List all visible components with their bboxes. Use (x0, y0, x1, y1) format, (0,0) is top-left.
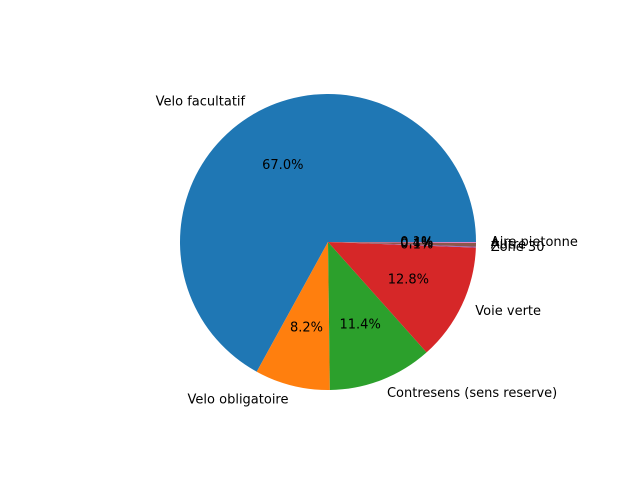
slice-label-autre: Autre (491, 238, 526, 253)
slices-group (180, 94, 477, 390)
pct-label-contresens-sens-reserve: 11.4% (340, 317, 381, 332)
slice-label-velo-facultatif: Velo facultatif (156, 94, 246, 109)
pie-slice-velo-facultatif (180, 94, 477, 372)
pct-label-zone-30: 0.1% (400, 238, 433, 253)
labels-group: Velo facultatif 67.0% Velo obligatoire 8.2%… (156, 94, 578, 407)
pct-label-voie-verte: 12.8% (388, 272, 429, 287)
slice-label-velo-obligatoire: Velo obligatoire (188, 392, 289, 407)
pie-slice-contresens-sens-reserve (328, 242, 427, 390)
pie-slice-velo-obligatoire (256, 242, 330, 390)
pct-label-velo-obligatoire: 8.2% (290, 321, 323, 336)
slice-label-zone-30: Zone 30 (491, 240, 545, 255)
slice-label-aire-pietonne: Aire pietonne (491, 235, 578, 250)
pie-slice-aire-pietonne (328, 242, 476, 243)
slice-label-contresens-sens-reserve: Contresens (sens reserve) (387, 386, 557, 401)
pie-slice-autre (328, 242, 476, 247)
pct-label-autre: 0.4% (400, 236, 433, 251)
pie-slice-zone-30 (328, 242, 476, 248)
pie-slice-voie-verte (328, 242, 476, 353)
slice-label-voie-verte: Voie verte (475, 304, 541, 319)
pct-label-aire-pietonne: 0.1% (400, 235, 433, 250)
pct-label-velo-facultatif: 67.0% (262, 158, 303, 173)
